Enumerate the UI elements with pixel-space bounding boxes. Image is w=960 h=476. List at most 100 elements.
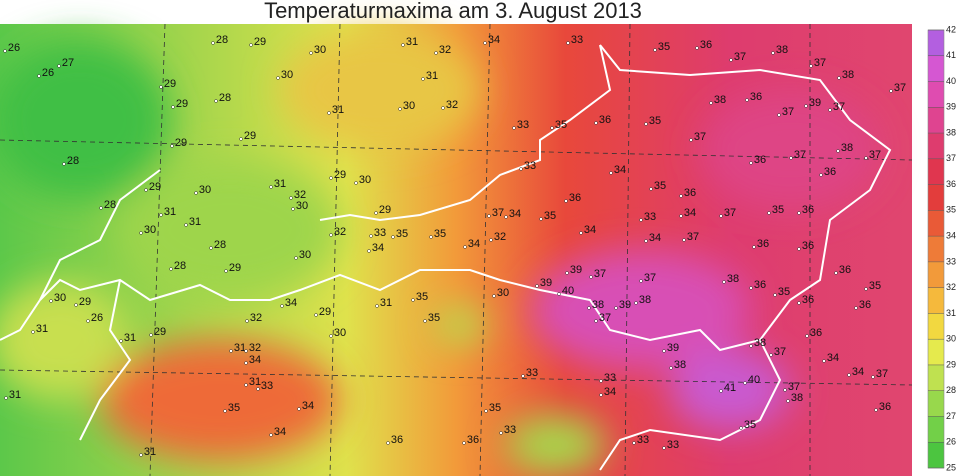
station-dot: [429, 235, 433, 239]
station-dot: [139, 231, 143, 235]
station-dot: [211, 41, 215, 45]
station-dot: [644, 122, 648, 126]
station-dot: [589, 275, 593, 279]
station-dot: [639, 218, 643, 222]
station-dot: [634, 301, 638, 305]
station-dot: [729, 58, 733, 62]
station-dot: [682, 238, 686, 242]
station-value: 38: [754, 337, 766, 349]
station-value: 34: [468, 238, 480, 250]
station-value: 34: [584, 224, 596, 236]
station-dot: [239, 137, 243, 141]
station-dot: [836, 149, 840, 153]
station-dot: [139, 453, 143, 457]
station-value: 36: [569, 192, 581, 204]
station-dot: [864, 287, 868, 291]
station-value: 29: [254, 36, 266, 48]
station-value: 29: [79, 296, 91, 308]
station-dot: [719, 214, 723, 218]
station-dot: [463, 245, 467, 249]
station-dot: [771, 51, 775, 55]
station-dot: [327, 111, 331, 115]
station-dot: [594, 121, 598, 125]
legend-tick-label: 31: [946, 308, 956, 318]
station-value: 31: [234, 342, 246, 354]
station-value: 35: [489, 402, 501, 414]
station-value: 30: [54, 292, 66, 304]
station-value: 31: [144, 446, 156, 458]
station-value: 35: [434, 228, 446, 240]
station-value: 29: [154, 326, 166, 338]
station-value: 36: [802, 294, 814, 306]
station-dot: [184, 223, 188, 227]
station-value: 34: [302, 400, 314, 412]
station-value: 28: [67, 155, 79, 167]
station-dot: [854, 306, 858, 310]
station-value: 36: [879, 401, 891, 413]
station-value: 32: [334, 226, 346, 238]
station-dot: [223, 409, 227, 413]
station-value: 36: [700, 39, 712, 51]
station-value: 36: [810, 327, 822, 339]
station-dot: [752, 245, 756, 249]
station-value: 37: [894, 82, 906, 94]
station-value: 30: [199, 184, 211, 196]
station-dot: [834, 271, 838, 275]
station-value: 29: [176, 98, 188, 110]
legend-tick-label: 37: [946, 153, 956, 163]
station-value: 32: [439, 44, 451, 56]
legend-tick-label: 29: [946, 359, 956, 369]
station-dot: [462, 441, 466, 445]
station-value: 35: [778, 286, 790, 298]
station-dot: [423, 319, 427, 323]
station-dot: [786, 399, 790, 403]
station-dot: [719, 389, 723, 393]
station-value: 30: [314, 44, 326, 56]
station-dot: [739, 426, 743, 430]
station-value: 26: [42, 67, 54, 79]
station-dot: [214, 99, 218, 103]
station-value: 29: [229, 262, 241, 274]
station-value: 34: [372, 242, 384, 254]
station-dot: [565, 271, 569, 275]
station-value: 26: [91, 312, 103, 324]
station-dot: [489, 238, 493, 242]
station-value: 37: [734, 51, 746, 63]
station-value: 39: [619, 299, 631, 311]
station-value: 33: [571, 34, 583, 46]
legend-tick-label: 34: [946, 230, 956, 240]
legend-tick-label: 42: [946, 24, 956, 34]
station-dot: [662, 349, 666, 353]
station-value: 34: [852, 366, 864, 378]
station-dot: [804, 104, 808, 108]
legend-band: [928, 364, 944, 391]
station-value: 35: [869, 280, 881, 292]
station-dot: [329, 233, 333, 237]
station-value: 37: [774, 346, 786, 358]
station-value: 32: [494, 231, 506, 243]
station-value: 35: [544, 210, 556, 222]
legend-band: [928, 184, 944, 211]
station-dot: [57, 64, 61, 68]
station-value: 30: [144, 224, 156, 236]
station-dot: [644, 239, 648, 243]
station-dot: [564, 199, 568, 203]
station-value: 38: [841, 142, 853, 154]
station-value: 33: [261, 380, 273, 392]
station-dot: [805, 334, 809, 338]
station-value: 39: [570, 264, 582, 276]
legend-band: [928, 390, 944, 417]
legend-tick-label: 39: [946, 102, 956, 112]
station-dot: [864, 156, 868, 160]
station-value: 31: [380, 297, 392, 309]
station-value: 26: [8, 42, 20, 54]
station-dot: [244, 361, 248, 365]
station-value: 36: [750, 91, 762, 103]
station-dot: [329, 176, 333, 180]
station-value: 41: [724, 382, 736, 394]
station-dot: [256, 387, 260, 391]
station-dot: [492, 294, 496, 298]
station-value: 30: [296, 200, 308, 212]
station-dot: [773, 293, 777, 297]
graticule: [0, 23, 913, 476]
